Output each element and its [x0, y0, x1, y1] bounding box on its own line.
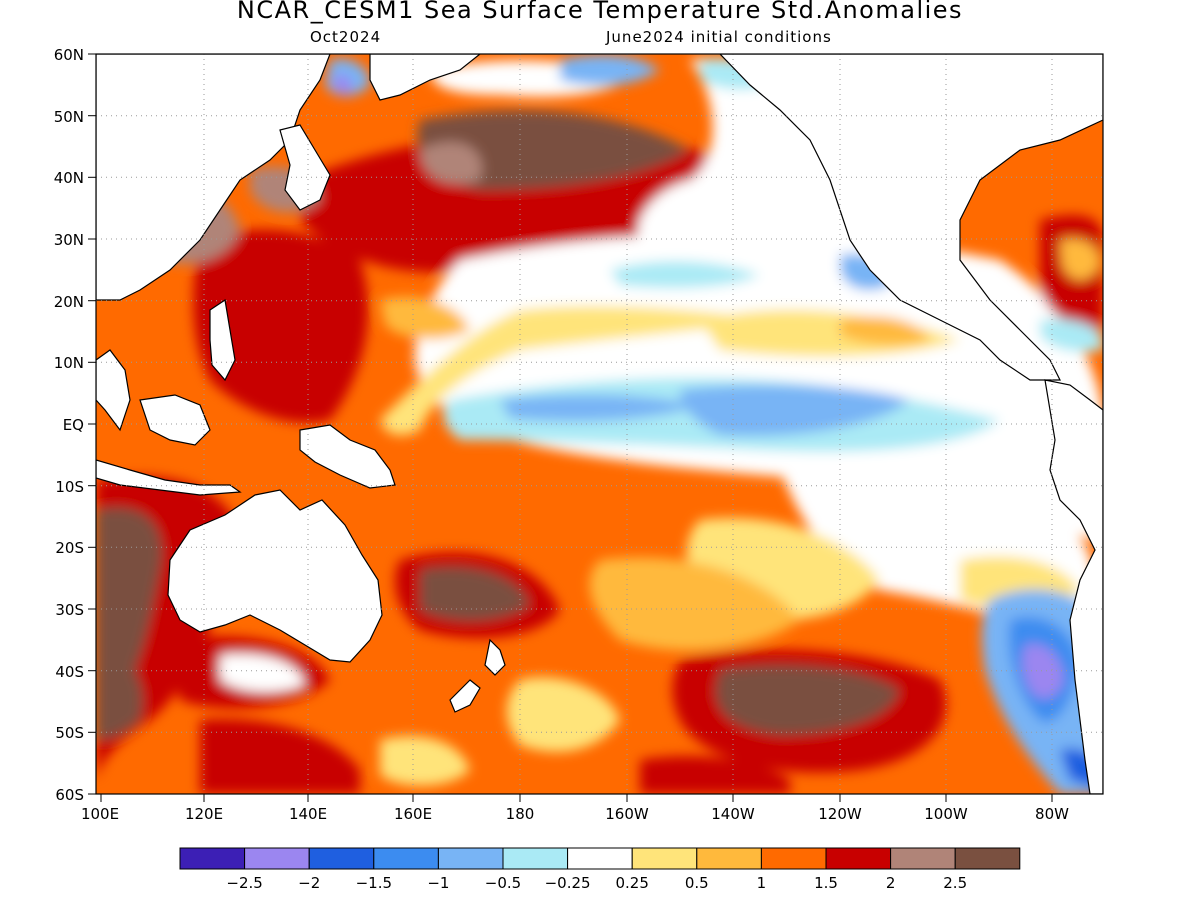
colorbar-label: 0.5 [685, 874, 709, 892]
initial-conditions: June2024 initial conditions [606, 28, 832, 46]
colorbar-swatch [179, 847, 246, 870]
lon-label: 120E [185, 805, 223, 823]
colorbar-swatch [760, 847, 827, 870]
latitude-labels: 60N 50N 40N 30N 20N 10N EQ 10S 20S 30S 4… [54, 46, 84, 804]
colorbar-swatch [437, 847, 504, 870]
lon-label: 100W [924, 805, 968, 823]
indochina [96, 349, 131, 432]
java-sumatra [96, 459, 242, 496]
colorbar-label: −0.25 [545, 874, 591, 892]
colorbar-label: 0.25 [615, 874, 648, 892]
colorbar-swatch [373, 847, 439, 870]
colorbar-swatch [244, 847, 310, 870]
australia [167, 489, 383, 663]
lat-label: EQ [63, 416, 84, 434]
lat-label: 40N [54, 169, 84, 187]
lon-label: 160W [605, 805, 649, 823]
new-zealand [449, 638, 506, 713]
colorbar-label: −0.5 [485, 874, 521, 892]
lon-label: 140E [289, 805, 327, 823]
japan [279, 124, 331, 211]
lat-label: 50N [54, 108, 84, 126]
colorbar: −2.5 −2 −1.5 −1 −0.5 −0.25 0.25 0.5 1 1.5 2 2.5 [179, 847, 1021, 892]
colorbar-swatch [631, 847, 698, 870]
lat-label: 60N [54, 46, 84, 64]
colorbar-label: 2.5 [943, 874, 967, 892]
philippines [209, 298, 236, 382]
map-title: NCAR_CESM1 Sea Surface Temperature Std.A… [236, 0, 964, 24]
colorbar-swatch [890, 847, 956, 870]
colorbar-swatch [567, 847, 633, 870]
colorbar-label: 2 [886, 874, 896, 892]
new-guinea [299, 424, 396, 489]
colorbar-swatch [308, 847, 375, 870]
colorbar-label: −2.5 [226, 874, 262, 892]
lon-label: 180 [506, 805, 535, 823]
lat-label: 30N [54, 231, 84, 249]
landmasses [96, 54, 1103, 794]
colorbar-label: 1 [757, 874, 767, 892]
borneo [139, 394, 211, 446]
lat-label: 10N [54, 354, 84, 372]
colorbar-label: 1.5 [814, 874, 838, 892]
colorbar-label: −2 [298, 874, 320, 892]
colorbar-label: −1.5 [356, 874, 392, 892]
lon-label: 160E [394, 805, 432, 823]
axis-ticks [88, 53, 1053, 802]
lon-label: 140W [711, 805, 755, 823]
lat-label: 10S [55, 478, 84, 496]
forecast-month: Oct2024 [310, 28, 382, 46]
lat-label: 40S [55, 663, 84, 681]
longitude-labels: 100E 120E 140E 160E 180 160W 140W 120W 1… [81, 805, 1069, 823]
anomaly-field [96, 54, 1103, 794]
lat-label: 60S [55, 786, 84, 804]
colorbar-swatch [825, 847, 892, 870]
lat-label: 30S [55, 601, 84, 619]
colorbar-swatch [502, 847, 569, 870]
graticule [96, 54, 1103, 794]
kamchatka [369, 54, 481, 101]
south-america [1044, 379, 1103, 794]
colorbar-swatch [954, 847, 1021, 870]
lon-label: 120W [818, 805, 862, 823]
lon-label: 80W [1035, 805, 1069, 823]
lon-label: 100E [81, 805, 119, 823]
lat-label: 20S [55, 539, 84, 557]
lat-label: 20N [54, 293, 84, 311]
lat-label: 50S [55, 724, 84, 742]
colorbar-label: −1 [427, 874, 449, 892]
colorbar-swatch [696, 847, 762, 870]
